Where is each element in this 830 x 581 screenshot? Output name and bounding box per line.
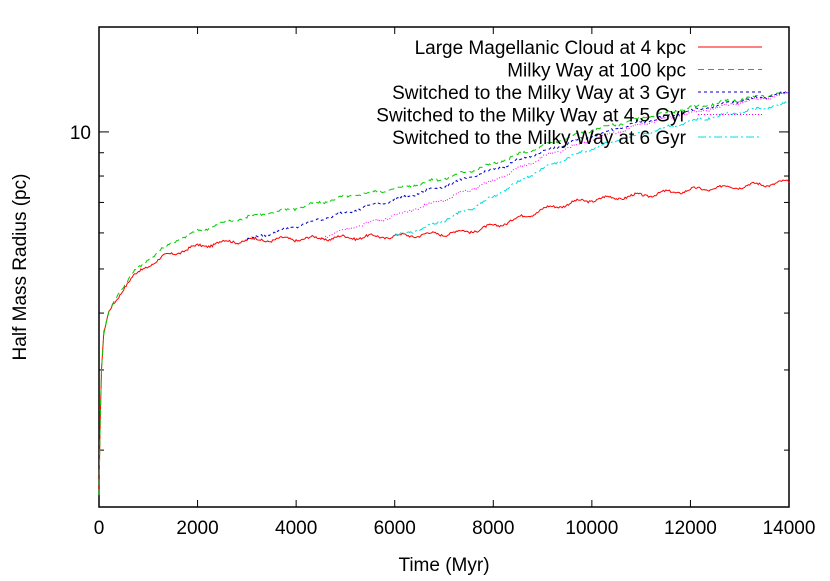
- series-line: [394, 101, 790, 236]
- y-tick-label: 10: [70, 123, 91, 144]
- x-tick-label: 10000: [565, 518, 618, 539]
- series-line: [98, 90, 790, 496]
- axis-ticks: 0 2000 4000 6000 8000 10000 12000 14000 10: [70, 27, 816, 539]
- x-tick-label: 4000: [275, 518, 317, 539]
- legend-label: Switched to the Milky Way at 6 Gyr: [392, 128, 687, 149]
- x-tick-label: 2000: [176, 518, 218, 539]
- x-axis-label: Time (Myr): [398, 555, 489, 576]
- y-axis-label: Half Mass Radius (pc): [10, 174, 31, 361]
- x-tick-label: 12000: [664, 518, 717, 539]
- series-line: [98, 179, 790, 494]
- legend-label: Switched to the Milky Way at 3 Gyr: [392, 83, 687, 104]
- legend-label: Switched to the Milky Way at 4.5 Gyr: [376, 106, 686, 127]
- plot-frame: [98, 26, 790, 508]
- legend-label: Large Magellanic Cloud at 4 kpc: [415, 38, 686, 59]
- x-tick-label: 0: [94, 518, 105, 539]
- x-tick-label: 8000: [472, 518, 514, 539]
- legend-label: Milky Way at 100 kpc: [507, 61, 686, 82]
- series-line: [320, 92, 790, 240]
- series-group: [98, 90, 790, 496]
- x-tick-label: 6000: [374, 518, 416, 539]
- series-line: [246, 91, 790, 241]
- x-tick-label: 14000: [763, 518, 816, 539]
